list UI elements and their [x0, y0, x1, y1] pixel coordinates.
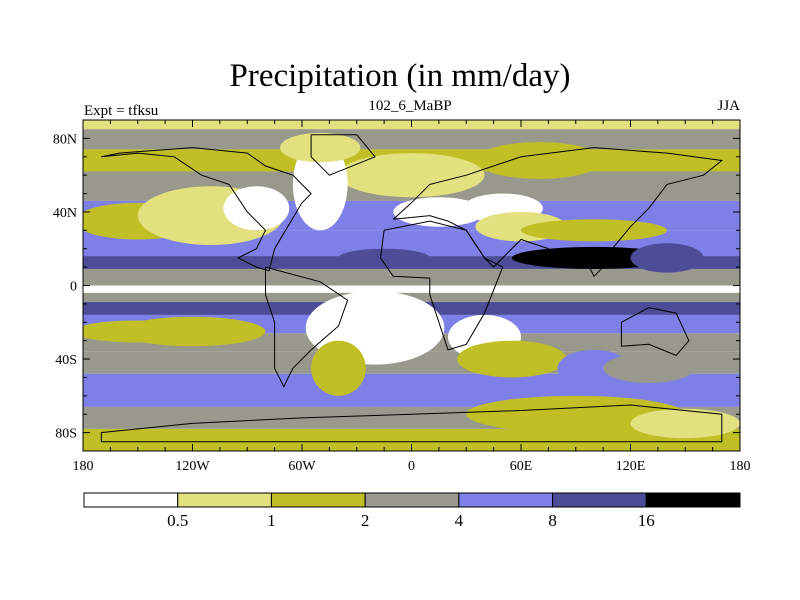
- precip-region-23: [630, 408, 740, 439]
- precip-region-4: [223, 186, 290, 231]
- precip-region-20: [603, 353, 695, 383]
- precip-band-1: [83, 129, 740, 150]
- contour-fields: [83, 120, 740, 451]
- colorbar-label-3: 4: [455, 511, 464, 530]
- y-tick-label-1: 40N: [53, 206, 77, 221]
- x-tick-label-4: 60E: [510, 459, 533, 474]
- x-tick-label-1: 120W: [175, 459, 210, 474]
- coastline-4: [379, 220, 504, 351]
- x-tick-label-2: 60W: [288, 459, 316, 474]
- colorbar-box-4: [458, 492, 554, 508]
- colorbar: 0.5 1 2 4 8 16: [83, 492, 741, 530]
- colorbar-box-1: [177, 492, 272, 508]
- precip-region-13: [338, 248, 430, 268]
- x-tick-label-3: 0: [408, 459, 415, 474]
- precip-region-17: [311, 340, 366, 396]
- colorbar-label-2: 2: [361, 511, 370, 530]
- precip-region-18: [457, 340, 567, 378]
- axis-ticks: 180 120W 60W 0 60E 120E 180 80N 40N 0 40S 80S: [53, 119, 751, 474]
- colorbar-label-1: 1: [267, 511, 276, 530]
- colorbar-box-0: [83, 492, 179, 508]
- precip-region-19: [557, 349, 631, 387]
- y-tick-label-3: 40S: [55, 353, 77, 368]
- y-tick-label-4: 80S: [55, 427, 77, 442]
- x-tick-label-5: 120E: [616, 459, 646, 474]
- x-tick-label-0: 180: [73, 459, 94, 474]
- coastline-5: [620, 307, 690, 356]
- precip-region-10: [521, 219, 667, 242]
- coastlines: [100, 134, 724, 443]
- precip-band-16: [83, 428, 740, 451]
- x-tick-label-6: 180: [730, 459, 751, 474]
- colorbar-box-6: [645, 492, 741, 508]
- colorbar-label-4: 8: [548, 511, 557, 530]
- coastline-1: [310, 134, 376, 176]
- y-tick-label-2: 0: [70, 280, 77, 295]
- age-label: 102_6_MaBP: [368, 98, 452, 114]
- season-label: JJA: [717, 98, 740, 114]
- precip-region-7: [393, 197, 485, 227]
- colorbar-label-0: 0.5: [167, 511, 188, 530]
- experiment-label: Expt = tfksu: [84, 103, 159, 119]
- precip-region-0: [338, 153, 485, 198]
- coastline-0: [101, 147, 312, 272]
- precip-region-6: [280, 132, 361, 163]
- y-tick-label-0: 80N: [53, 132, 77, 147]
- precip-region-1: [475, 142, 604, 179]
- chart-title: Precipitation (in mm/day): [229, 58, 571, 94]
- coastline-6: [100, 404, 723, 443]
- colorbar-box-2: [270, 492, 366, 508]
- precip-region-22: [119, 316, 266, 347]
- colorbar-label-5: 16: [638, 511, 655, 530]
- coastline-2: [265, 266, 349, 388]
- precip-region-12: [630, 243, 704, 273]
- colorbar-box-3: [364, 492, 460, 508]
- colorbar-box-5: [552, 492, 647, 508]
- precip-band-8: [83, 285, 740, 293]
- coastline-3: [392, 147, 724, 278]
